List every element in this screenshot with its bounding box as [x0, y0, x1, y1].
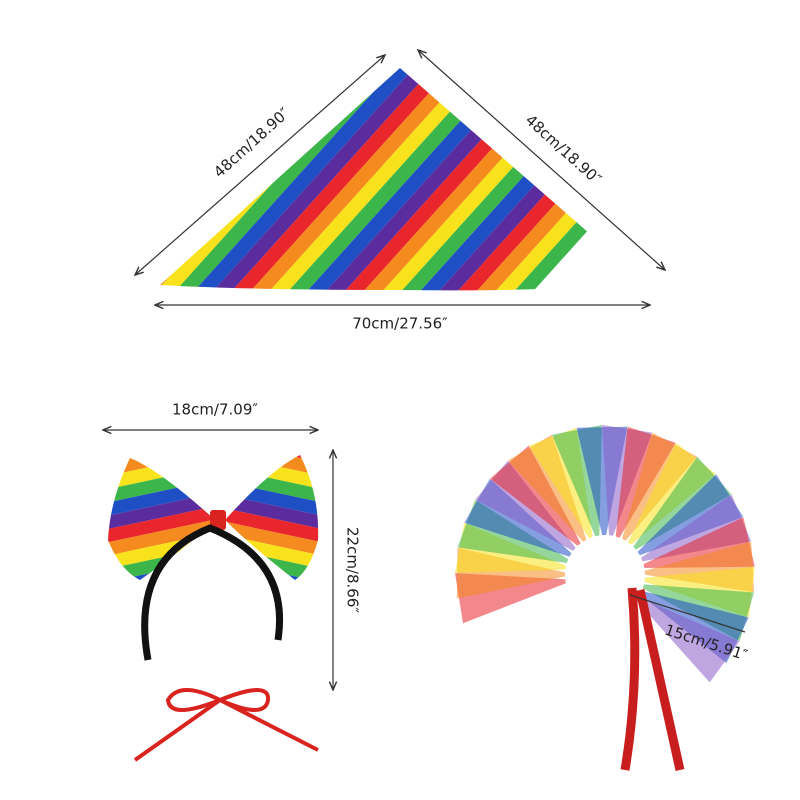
stripe — [225, 512, 319, 580]
headband — [141, 524, 284, 661]
stripe — [508, 434, 587, 542]
stripe — [160, 68, 645, 291]
tutu-ribbons — [620, 587, 685, 771]
stripe — [636, 596, 740, 683]
stripe — [108, 458, 215, 514]
dimension-label: 70cm/27.56″ — [352, 315, 448, 333]
dimension-label: 48cm/18.90″ — [210, 104, 293, 182]
dimension-label: 22cm/8.66″ — [344, 527, 362, 613]
stripe — [490, 445, 581, 546]
dimension-label: 48cm/18.90″ — [522, 111, 605, 189]
stripe — [225, 537, 319, 580]
stripe — [108, 459, 215, 539]
stripe — [160, 68, 645, 291]
stripe — [225, 525, 319, 580]
bow-right — [225, 455, 319, 580]
stripe — [160, 68, 645, 291]
dimension-label: 18cm/7.09″ — [172, 401, 258, 419]
stripe — [108, 472, 215, 552]
stripe — [225, 499, 319, 580]
stripe — [633, 456, 732, 550]
tutu-center — [567, 537, 643, 613]
arrow — [135, 55, 385, 275]
stripe — [225, 461, 319, 541]
stripe — [108, 510, 215, 580]
stripe — [108, 458, 215, 501]
bow-knot — [210, 510, 226, 530]
stripe — [108, 485, 215, 565]
arrow — [418, 50, 665, 270]
leader-line — [629, 594, 746, 633]
stripe — [108, 497, 215, 577]
stripe — [225, 487, 319, 567]
stripe — [637, 474, 744, 556]
stripe — [225, 474, 319, 554]
tutu — [455, 425, 755, 683]
stripe — [108, 458, 215, 488]
ribbon — [133, 688, 319, 762]
bow-left — [108, 458, 215, 580]
